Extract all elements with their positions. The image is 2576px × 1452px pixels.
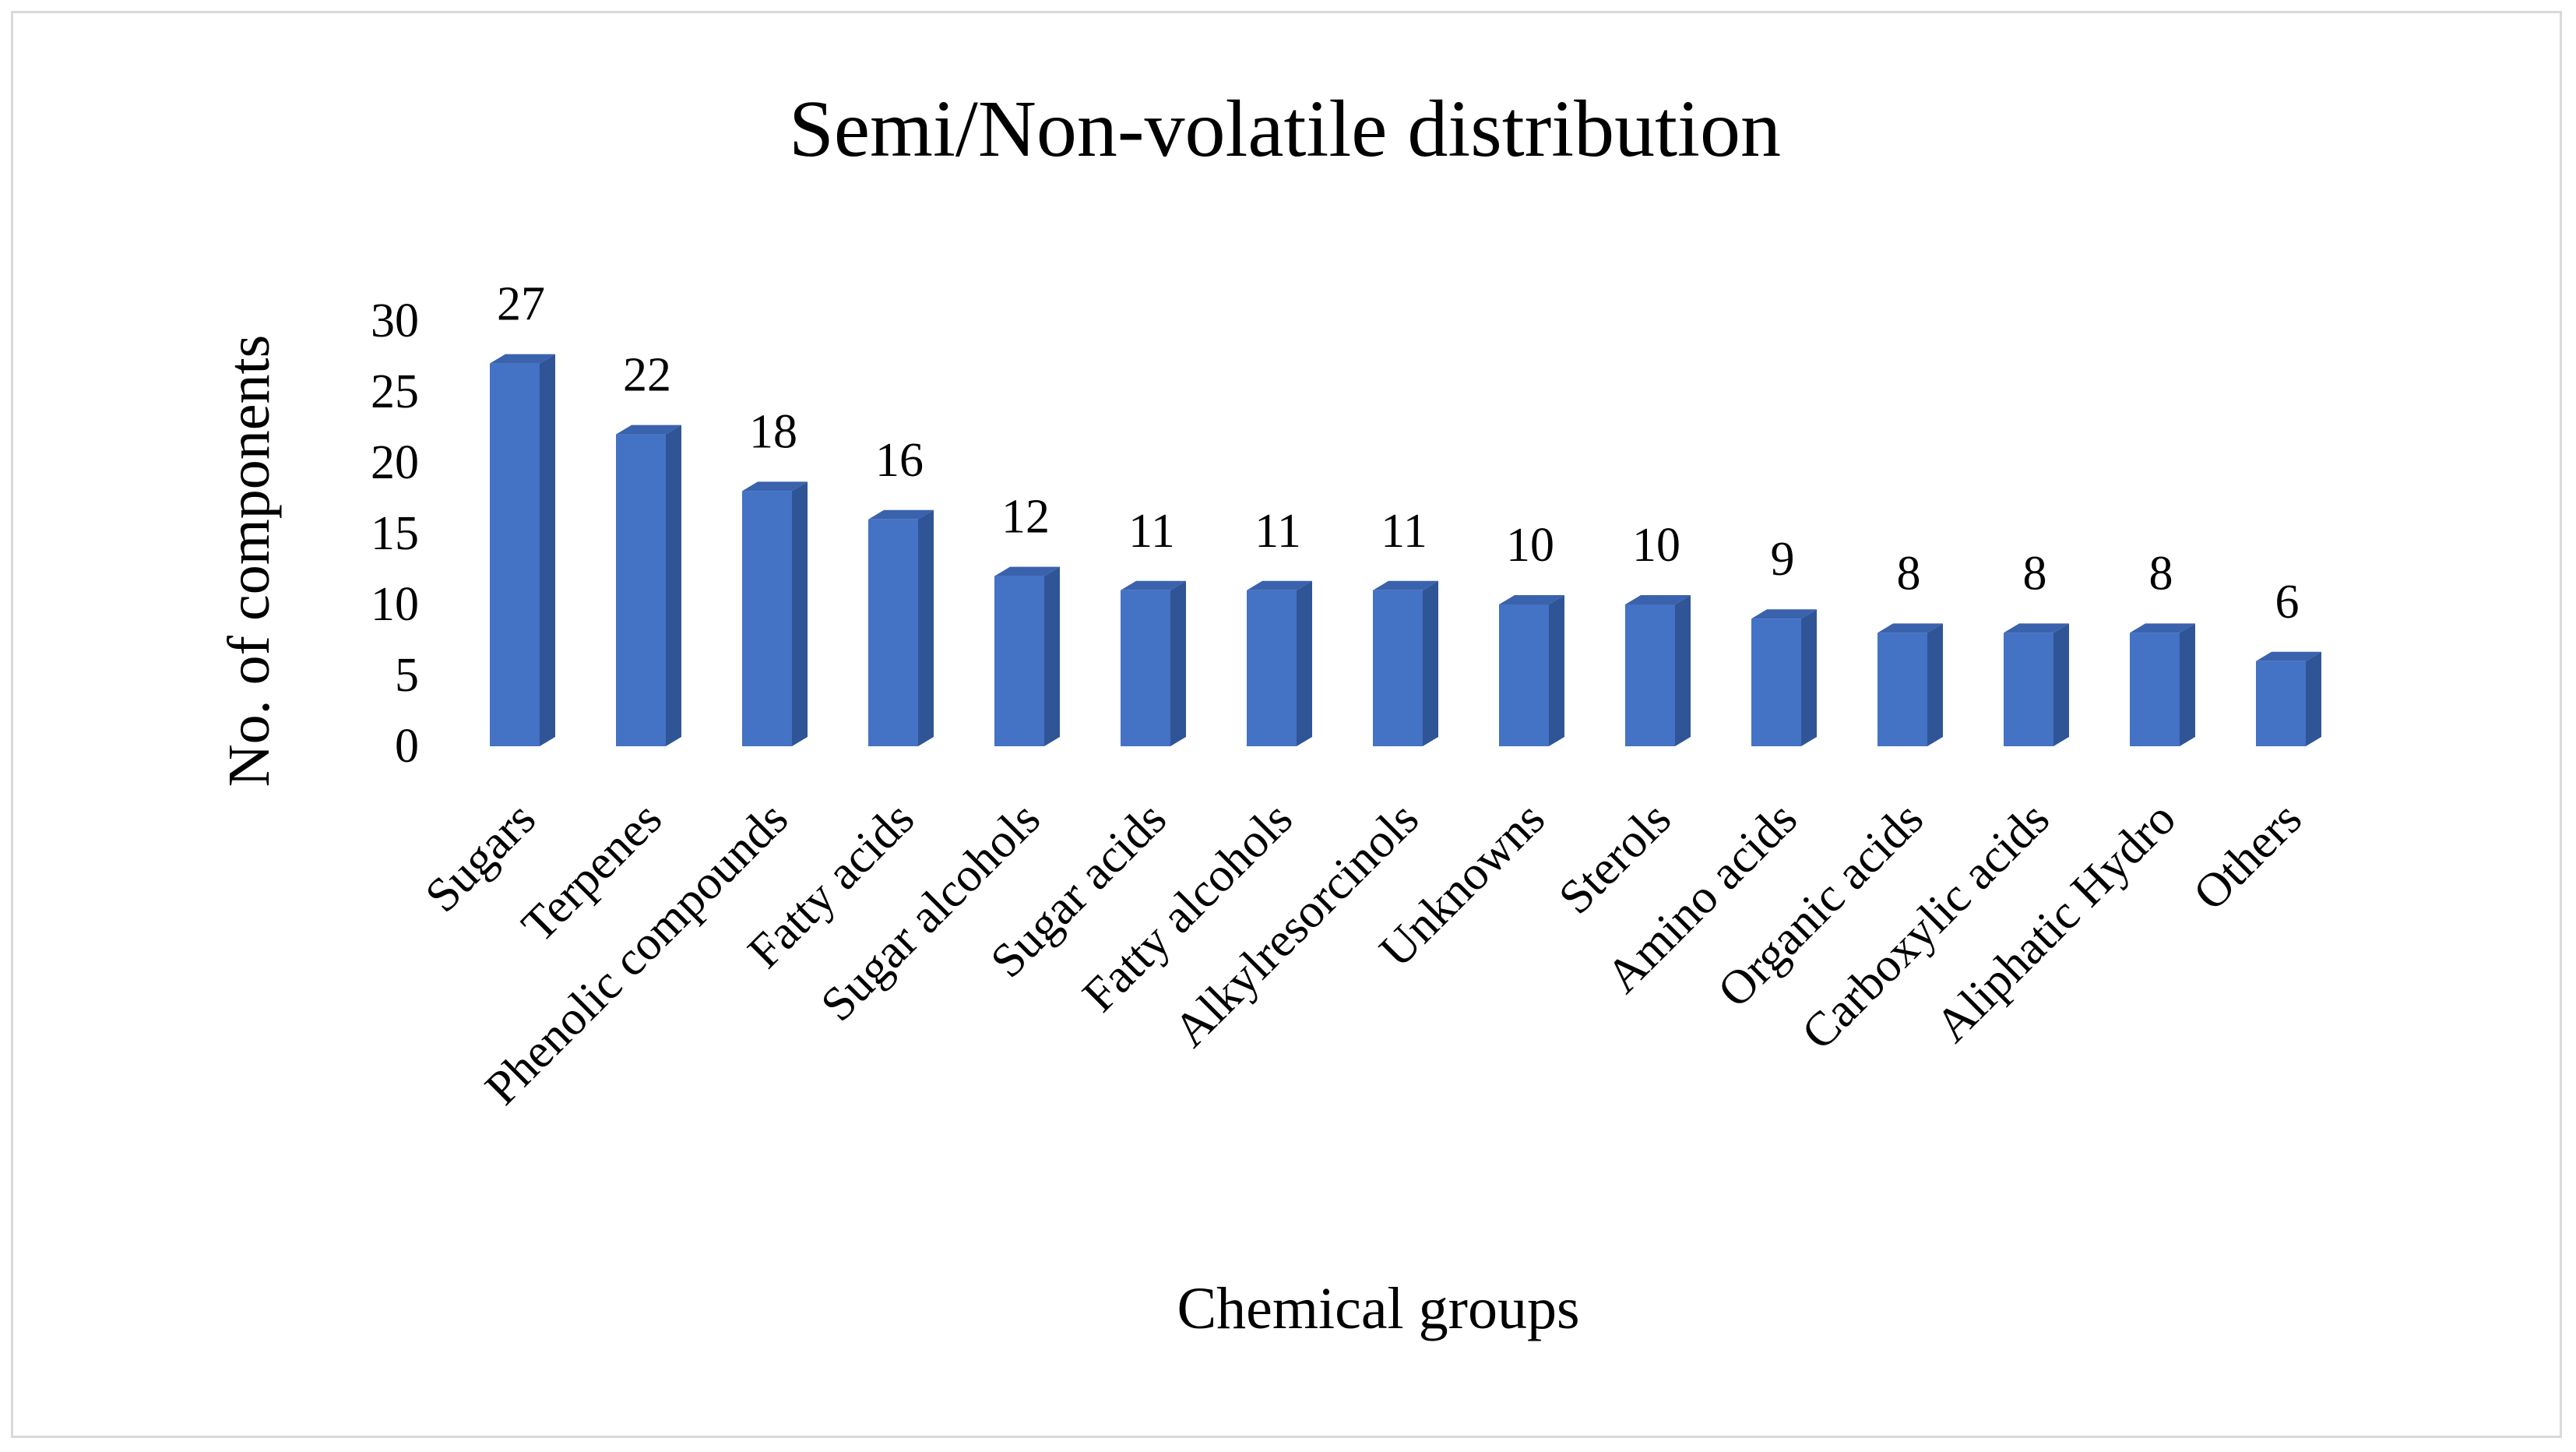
data-label: 16 — [875, 434, 924, 487]
bar-top-face — [1373, 580, 1438, 590]
y-tick-label: 5 — [395, 649, 419, 702]
x-axis-title: Chemical groups — [1177, 1276, 1579, 1341]
bar-top-face — [2256, 651, 2321, 661]
y-tick-label: 20 — [371, 436, 419, 489]
y-tick-label: 30 — [371, 294, 419, 347]
bar-side-face — [1549, 595, 1564, 746]
bar — [742, 481, 808, 746]
data-label: 12 — [1001, 491, 1050, 544]
bar-side-face — [2053, 623, 2069, 746]
bar-top-face — [2130, 623, 2195, 633]
bar-front-face — [1751, 619, 1801, 746]
data-label: 27 — [497, 278, 545, 331]
data-label: 10 — [1632, 519, 1680, 572]
bar-top-face — [994, 566, 1060, 576]
bar — [2256, 651, 2321, 746]
bar-front-face — [490, 363, 540, 746]
bar — [1877, 623, 1943, 746]
bar-top-face — [490, 354, 555, 364]
data-label: 8 — [2023, 547, 2047, 600]
y-tick-label: 15 — [371, 507, 419, 560]
bar-top-face — [1247, 580, 1312, 590]
data-label: 9 — [1771, 533, 1795, 586]
bar — [1625, 595, 1691, 746]
bar-front-face — [2004, 633, 2053, 746]
bar-front-face — [1499, 604, 1549, 746]
bar — [1121, 580, 1186, 746]
bar-side-face — [2180, 623, 2195, 746]
bar-side-face — [1675, 595, 1691, 746]
data-label: 6 — [2275, 576, 2300, 629]
y-tick-label: 10 — [371, 578, 419, 631]
bar-top-face — [1751, 609, 1817, 619]
bar-front-face — [1247, 590, 1297, 746]
data-label: 22 — [623, 349, 671, 402]
bar-front-face — [742, 491, 792, 746]
bar — [2004, 623, 2069, 746]
bar-front-face — [1877, 633, 1927, 746]
bar-side-face — [2306, 651, 2321, 746]
bar — [1751, 609, 1817, 746]
bar-front-face — [1373, 590, 1423, 746]
chart-title: Semi/Non-volatile distribution — [789, 84, 1781, 174]
bar-side-face — [1801, 609, 1817, 746]
data-label: 10 — [1506, 519, 1554, 572]
bar-front-face — [2130, 633, 2180, 746]
bar — [868, 509, 934, 746]
bar-top-face — [2004, 623, 2069, 633]
data-label: 8 — [2149, 547, 2173, 600]
bar-top-face — [1625, 595, 1691, 604]
bar-top-face — [868, 509, 934, 520]
bar-top-face — [742, 481, 808, 492]
bar-front-face — [868, 519, 918, 746]
data-label: 11 — [1381, 505, 1427, 558]
bar — [2130, 623, 2195, 746]
y-tick-label: 0 — [395, 720, 419, 773]
bar — [994, 566, 1060, 746]
bar-side-face — [540, 354, 555, 746]
bar-front-face — [994, 576, 1044, 746]
category-label: Sugar alcohols — [811, 792, 1050, 1031]
data-label: 11 — [1128, 505, 1175, 558]
bar-side-face — [666, 425, 681, 746]
data-label: 11 — [1255, 505, 1301, 558]
y-axis-title: No. of components — [216, 335, 282, 787]
bar-side-face — [1297, 580, 1312, 746]
bar — [1373, 580, 1438, 746]
bar — [490, 354, 555, 746]
bar-side-face — [1044, 566, 1060, 746]
data-label: 18 — [749, 405, 797, 458]
bar-front-face — [1121, 590, 1170, 746]
bars-group — [490, 354, 2321, 746]
bar-top-face — [1499, 595, 1564, 604]
bar-front-face — [2256, 661, 2306, 746]
category-label: Others — [2184, 792, 2312, 921]
bar — [1499, 595, 1564, 746]
bar-front-face — [616, 434, 666, 746]
bar-side-face — [792, 481, 808, 746]
bar-front-face — [1625, 604, 1675, 746]
bar-top-face — [1121, 580, 1186, 590]
y-axis-ticks: 0 5 10 15 20 25 30 — [371, 294, 419, 773]
bar-side-face — [1927, 623, 1943, 746]
bar — [616, 425, 681, 746]
bar-top-face — [616, 425, 681, 435]
data-label: 8 — [1897, 547, 1921, 600]
bar-top-face — [1877, 623, 1943, 633]
bar-side-face — [918, 509, 934, 746]
bar-side-face — [1423, 580, 1438, 746]
bar-side-face — [1170, 580, 1186, 746]
data-labels-group: 27 22 18 16 12 11 11 11 10 10 9 8 8 8 6 — [497, 278, 2300, 629]
bar — [1247, 580, 1312, 746]
y-tick-label: 25 — [371, 365, 419, 418]
